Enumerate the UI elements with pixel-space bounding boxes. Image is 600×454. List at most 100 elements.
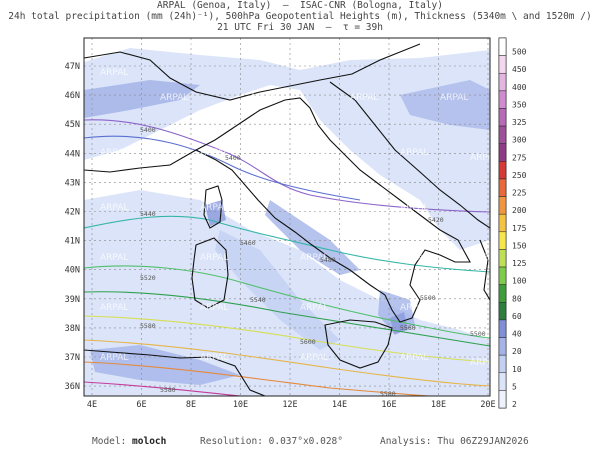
colorbar-label: 225 <box>512 189 527 198</box>
contour-label-layer: 5400 5400 5420 5440 5460 5480 5500 5500 5520 5540… <box>140 126 486 398</box>
colorbar-label: 400 <box>512 83 527 92</box>
map-frame <box>83 37 491 397</box>
contour-label: 5540 <box>250 296 266 304</box>
watermark-label: ARPAL <box>100 148 128 158</box>
colorbar-swatch <box>498 319 507 338</box>
watermark-label: ARPAL <box>350 93 378 103</box>
contour-label: 5480 <box>320 256 336 264</box>
watermark-label: ARPAL <box>200 203 228 213</box>
contour-label: 5580 <box>140 322 156 330</box>
contour-line <box>84 119 490 213</box>
colorbar-swatch <box>498 125 507 144</box>
watermark-label: ARPAL <box>470 358 498 368</box>
colorbar-swatch <box>498 354 507 374</box>
colorbar-label: 150 <box>512 241 527 250</box>
latitude-label: 45N <box>65 120 80 130</box>
longitude-label: 20E <box>480 400 495 410</box>
longitude-label: 4E <box>87 400 97 410</box>
coastlines <box>84 43 490 396</box>
watermark-label: ARPAL <box>470 153 498 163</box>
colorbar-label: 20 <box>512 347 522 356</box>
colorbar-label: 40 <box>512 330 522 339</box>
latitude-label: 46N <box>65 91 80 101</box>
watermark-label: ARPAL <box>100 203 128 213</box>
latitude-label: 39N <box>65 295 80 305</box>
latitude-labels: 47N 46N 45N 44N 43N 42N 41N 40N 39N 38N 37N 36N <box>65 62 80 392</box>
colorbar-swatch <box>498 178 507 197</box>
contour-label: 5500 <box>470 330 486 338</box>
colorbar-swatch <box>498 231 507 250</box>
watermark-label: ARPAL <box>100 253 128 263</box>
colorbar-label: 450 <box>512 65 527 74</box>
latitude-label: 42N <box>65 208 80 218</box>
latitude-label: 43N <box>65 178 80 188</box>
watermark-label: ARPAL <box>400 253 428 263</box>
longitude-label: 6E <box>136 400 146 410</box>
colorbar-swatch <box>498 249 507 268</box>
colorbar-label: 5 <box>512 382 517 391</box>
colorbar-swatch <box>498 72 507 92</box>
watermark-label: ARPAL <box>100 303 128 313</box>
latitude-label: 36N <box>65 382 80 392</box>
contour-label: 5400 <box>140 126 156 134</box>
watermark-label: ARPAL <box>250 93 278 103</box>
latitude-label: 40N <box>65 266 80 276</box>
colorbar-label: 250 <box>512 171 527 180</box>
colorbar-label: 500 <box>512 48 527 57</box>
watermark-label: ARPAL <box>300 253 328 263</box>
longitude-label: 16E <box>381 400 396 410</box>
watermark-label: ARPAL <box>110 41 138 51</box>
contour-label: 5580 <box>380 390 396 398</box>
precipitation-colorbar: 500 450 400 350 325 300 275 250 225 200 175 150 125 1… <box>498 37 527 409</box>
latitude-label: 44N <box>65 149 80 159</box>
watermark-label: ARPAL <box>400 148 428 158</box>
colorbar-swatch <box>498 266 507 285</box>
watermark-label: ARPAL <box>400 303 428 313</box>
colorbar-swatch <box>498 284 507 303</box>
colorbar-swatch <box>498 337 507 356</box>
colorbar-swatch <box>498 213 507 233</box>
latitude-label: 37N <box>65 353 80 363</box>
contour-label: 5460 <box>240 239 256 247</box>
colorbar-label: 2 <box>512 400 517 409</box>
colorbar-swatch <box>498 161 507 180</box>
contour-label: 5500 <box>420 294 436 302</box>
contour-line <box>84 265 490 339</box>
watermark-label: ARPAL <box>360 41 388 51</box>
geopotential-contours <box>84 119 490 396</box>
contour-line <box>84 215 490 273</box>
longitude-label: 14E <box>332 400 347 410</box>
colorbar-swatch <box>498 37 507 56</box>
colorbar-label: 350 <box>512 100 527 109</box>
longitude-labels: 4E 6E 8E 10E 12E 14E 16E 18E 20E <box>87 400 496 410</box>
contour-label: 5560 <box>400 324 416 332</box>
watermark-label: ARPAL <box>200 303 228 313</box>
colorbar-label: 125 <box>512 259 527 268</box>
watermark-label: ARPAL <box>470 253 498 263</box>
contour-line <box>84 135 361 201</box>
contour-label: 5600 <box>300 338 316 346</box>
watermark-label: ARPAL <box>450 41 478 51</box>
contour-label: 5580 <box>160 386 176 394</box>
contour-label: 5440 <box>140 210 156 218</box>
colorbar-label: 300 <box>512 136 527 145</box>
colorbar-swatch <box>498 390 507 409</box>
map-title-line-1: ARPAL (Genoa, Italy) – ISAC-CNR (Bologna… <box>157 0 443 11</box>
precipitation-field <box>84 48 490 396</box>
watermark-label: ARPAL <box>200 353 228 363</box>
model-label: Model: moloch <box>92 436 167 447</box>
colorbar-label: 100 <box>512 277 527 286</box>
latitude-label: 38N <box>65 324 80 334</box>
contour-line <box>84 339 490 387</box>
watermark-label: ARPAL <box>180 41 208 51</box>
contour-label: 5520 <box>140 274 156 282</box>
watermark-label: ARPAL <box>100 68 128 78</box>
latitude-label: 41N <box>65 237 80 247</box>
watermark-label: ARPAL <box>400 203 428 213</box>
colorbar-label: 10 <box>512 365 522 374</box>
watermark-label: ARPAL <box>400 353 428 363</box>
longitude-label: 18E <box>431 400 446 410</box>
contour-line <box>84 361 436 396</box>
watermark-layer: ARPAL ARPAL ARPAL ARPAL ARPAL ARPAL ARPAL ARPAL… <box>100 41 498 368</box>
